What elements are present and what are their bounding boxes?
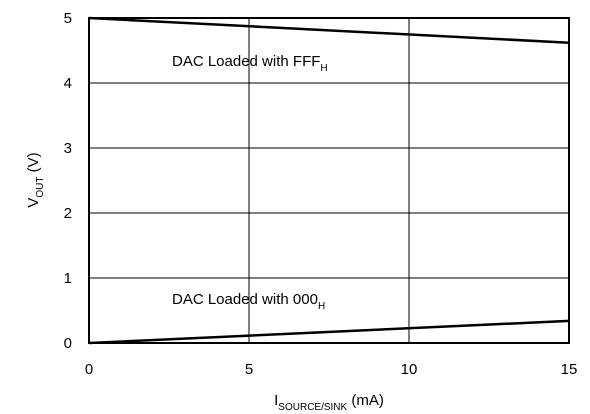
- y-axis-label: VOUT (V): [25, 152, 46, 207]
- y-tick-label-4: 4: [64, 75, 72, 92]
- x-tick-label-1: 5: [245, 361, 253, 378]
- series-line-1: [88, 319, 570, 345]
- annotation-fff: DAC Loaded with FFFH: [172, 53, 328, 74]
- y-tick-label-0: 0: [64, 335, 72, 352]
- x-tick-label-3: 15: [561, 361, 578, 378]
- grid-lines: [89, 18, 569, 343]
- x-tick-label-0: 0: [85, 361, 93, 378]
- series-lines: [88, 16, 570, 345]
- annotation-000: DAC Loaded with 000H: [172, 291, 325, 312]
- y-tick-label-5: 5: [64, 10, 72, 27]
- y-tick-label-1: 1: [64, 270, 72, 287]
- y-tick-labels: 0 1 2 3 4 5: [64, 10, 72, 352]
- x-tick-label-2: 10: [401, 361, 418, 378]
- y-tick-label-2: 2: [64, 205, 72, 222]
- x-tick-labels: 0 5 10 15: [85, 361, 578, 378]
- series-line-0: [88, 16, 570, 44]
- plot-frame: [88, 17, 570, 344]
- y-tick-label-3: 3: [64, 140, 72, 157]
- x-axis-label: ISOURCE/SINK (mA): [274, 392, 384, 413]
